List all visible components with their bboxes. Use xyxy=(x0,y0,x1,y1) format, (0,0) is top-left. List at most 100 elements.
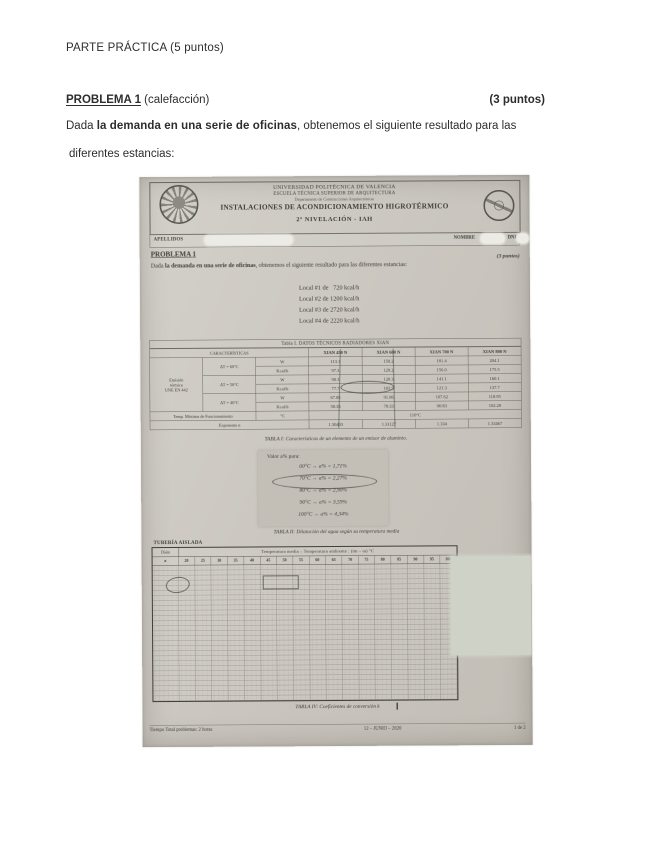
intro-bold: la demanda en una serie de oficinas xyxy=(96,120,298,132)
table-cell xyxy=(293,695,311,701)
intro-post: , obtenemos el siguiente resultado para … xyxy=(297,120,517,132)
table-cell xyxy=(326,695,343,701)
problem-mode: (calefacción) xyxy=(140,94,210,106)
value-cell: 150.2 xyxy=(361,356,416,366)
exp-value-cell: 1.30403 xyxy=(309,419,363,429)
list-item: 30 xyxy=(211,556,228,565)
model-header: XIAN 700 N xyxy=(414,346,469,357)
value-cell: 121.3 xyxy=(415,382,469,393)
scan-content: UNIVERSIDAD POLITÉCNICA DE VALENCIA ESCU… xyxy=(139,175,532,747)
problem-points: (3 puntos) xyxy=(489,94,545,106)
value-cell: 102.28 xyxy=(468,400,522,410)
exponent-label: Exponente n xyxy=(150,419,310,430)
table-cell xyxy=(408,694,425,700)
list-item: Local #4 de 2220 kcal/h xyxy=(299,316,360,325)
value-cell: 78.33 xyxy=(362,401,416,411)
intro-pre: Dada xyxy=(66,120,97,132)
unit-cell: Kcal/h xyxy=(256,401,310,412)
radiator-data-table: Tabla I. DATOS TÉCNICOS RADIADORES XIAN … xyxy=(149,338,522,430)
dt-label: ΔT = 40°C xyxy=(202,393,257,412)
unit-cell: Kcal/h xyxy=(255,383,310,394)
table-cell xyxy=(310,695,327,701)
scan-intro-bold: la demanda en una serie de oficinas xyxy=(164,261,256,270)
value-cell: 90.83 xyxy=(415,400,469,411)
tabla2-caption: TABLA II: Dilatación del agua según su t… xyxy=(273,528,400,535)
scan-intro-pre: Dada xyxy=(150,262,165,270)
exp-value-cell: 1.31127 xyxy=(362,419,416,429)
emission-group-label: Emisión térmica UNE EN 442 xyxy=(149,357,204,412)
dt-label: ΔT = 50°C xyxy=(202,375,256,394)
table-cell xyxy=(392,694,409,700)
list-item: Local #1 de 720 kcal/h xyxy=(298,283,360,292)
value-cell: 204.1 xyxy=(468,355,522,365)
table-cell xyxy=(261,695,278,701)
value-cell: 107.62 xyxy=(415,391,469,402)
list-item: 90°C → a% = 3,59% xyxy=(299,498,348,506)
exp-value-cell: 1.33467 xyxy=(468,418,522,428)
list-item: 100°C → a% = 4,34% xyxy=(298,510,349,518)
list-item: ø xyxy=(152,556,179,566)
scan-problem-title: PROBLEMA 1 xyxy=(150,250,197,259)
apellidos-redaction xyxy=(204,234,293,246)
dt-label: ΔT = 60°C xyxy=(202,357,256,376)
list-item: 60 xyxy=(309,556,326,565)
table-body-grid xyxy=(152,563,458,702)
problem-title: PROBLEMA 1 xyxy=(66,94,141,106)
table-cell xyxy=(179,695,196,702)
list-item: 85 xyxy=(391,555,408,564)
list-item: 45 xyxy=(260,556,277,565)
model-header: XIAN 800 N xyxy=(467,346,522,356)
nombre-label: NOMBRE xyxy=(453,235,476,241)
unit-cell: W xyxy=(255,356,309,367)
scan-footer: Tiempo Total problemas: 2 horas 12 – JUN… xyxy=(149,722,526,733)
table-cell xyxy=(153,696,180,702)
value-cell: 181.4 xyxy=(414,355,469,366)
footer-time: Tiempo Total problemas: 2 horas xyxy=(149,727,213,733)
footer-page-number: 1 de 2 xyxy=(514,725,526,731)
problem-heading-row: PROBLEMA 1 (calefacción) (3 puntos) xyxy=(66,94,545,106)
list-item: 75 xyxy=(358,555,375,564)
value-cell: 175.5 xyxy=(468,364,522,374)
pipe-insulated-label: TUBERÍA AISLADA xyxy=(153,539,203,546)
footer-date: 12 – JUNIO – 2020 xyxy=(363,726,402,732)
value-cell: 156.0 xyxy=(415,364,469,375)
exp-value-cell: 1.334 xyxy=(415,418,469,429)
table-cell xyxy=(195,695,213,701)
value-cell: 118.95 xyxy=(468,391,522,401)
list-item: 40 xyxy=(243,556,261,565)
list-item: 90 xyxy=(407,555,424,564)
unit-cell: W xyxy=(255,392,310,403)
list-item: 55 xyxy=(293,556,310,565)
value-cell: 67.85 xyxy=(309,392,363,402)
value-cell: 113.1 xyxy=(308,356,362,366)
page-heading: PARTE PRÁCTICA (5 puntos) xyxy=(66,42,224,54)
table-cell xyxy=(277,695,294,701)
scan-intro-post: , obtenemos el siguiente resultado para … xyxy=(255,260,408,269)
table-cell xyxy=(212,695,229,701)
model-header: XIAN 600 N xyxy=(361,347,415,357)
list-item: 65 xyxy=(325,555,343,565)
list-item: 35 xyxy=(227,556,245,565)
corner-cell: Diám xyxy=(152,547,180,557)
problem-title-line: PROBLEMA 1 (calefacción) xyxy=(66,94,209,106)
list-item: 25 xyxy=(194,556,212,565)
dni-label: DNI xyxy=(507,234,517,240)
pen-rect-annotation xyxy=(262,575,299,590)
tabla1-caption: TABLA I: Características de un elemento … xyxy=(264,435,408,442)
value-cell: 137.7 xyxy=(468,382,522,392)
value-cell: 58.35 xyxy=(309,401,363,411)
tabla4-caption: TABLA IV: Coeficientes de conversión k xyxy=(295,703,380,710)
value-cell: 129.2 xyxy=(361,365,416,375)
group-label-line: UNE EN 442 xyxy=(164,387,188,393)
value-cell: 160.1 xyxy=(468,373,522,383)
scan-problem-intro: Dada la demanda en una serie de oficinas… xyxy=(151,260,516,270)
list-item: 50 xyxy=(276,556,294,565)
table-cell xyxy=(359,694,376,700)
temperature-table: Diám Temperatura media – Temperatura amb… xyxy=(151,545,459,703)
apellidos-label: APELLIDOS xyxy=(153,236,184,243)
list-item: Local #3 de 2720 kcal/h xyxy=(299,305,360,314)
unit-cell: Kcal/h xyxy=(255,365,309,376)
list-item: 80 xyxy=(374,555,392,564)
intro-line-2: diferentes estancias: xyxy=(69,148,175,160)
